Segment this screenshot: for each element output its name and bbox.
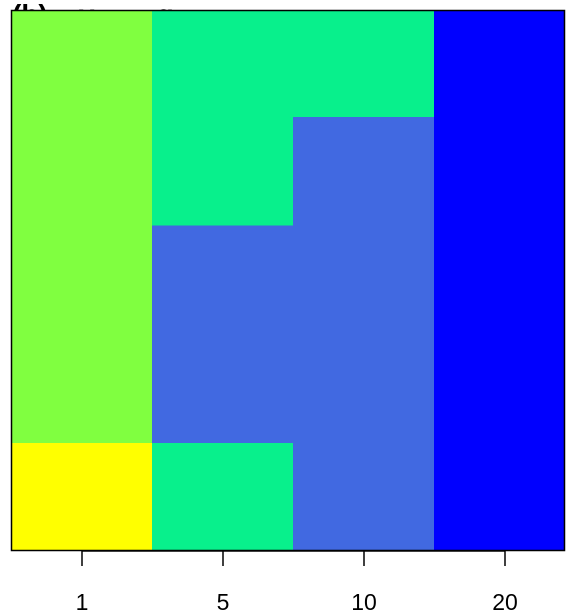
heatmap-cell — [11, 388, 152, 443]
heatmap-cell — [293, 117, 434, 226]
heatmap-cell — [434, 334, 565, 388]
heatmap-cell — [11, 443, 152, 551]
heatmap-cell — [293, 388, 434, 443]
heatmap-cells — [11, 10, 565, 551]
heatmap-cell — [152, 388, 293, 443]
heatmap-cell — [434, 117, 565, 226]
heatmap-cell — [293, 334, 434, 388]
heatmap-cell — [293, 443, 434, 551]
heatmap-cell — [293, 225, 434, 334]
x-tick-label: 5 — [217, 589, 230, 613]
heatmap-cell — [293, 10, 434, 117]
x-axis: 1 5 10 20 — [76, 550, 518, 613]
heatmap-cell — [434, 388, 565, 443]
x-tick-label: 10 — [351, 589, 377, 613]
heatmap-cell — [11, 334, 152, 388]
heatmap-cell — [434, 225, 565, 334]
heatmap-cell — [11, 225, 152, 334]
x-tick-label: 1 — [76, 589, 89, 613]
heatmap-cell — [152, 10, 293, 117]
heatmap-cell — [434, 10, 565, 117]
heatmap-cell — [152, 443, 293, 551]
heatmap-cell — [434, 443, 565, 551]
heatmap-cell — [11, 117, 152, 226]
heatmap-cell — [152, 334, 293, 388]
heatmap-cell — [11, 10, 152, 117]
x-tick-label: 20 — [492, 589, 518, 613]
heatmap-cell — [152, 225, 293, 334]
heatmap-cell — [152, 117, 293, 226]
